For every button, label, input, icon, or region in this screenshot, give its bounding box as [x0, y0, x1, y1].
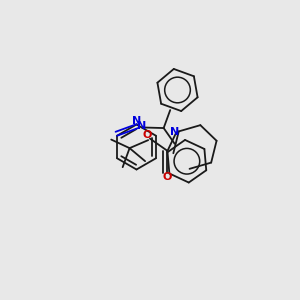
Text: N: N	[132, 116, 141, 126]
Text: N: N	[137, 121, 146, 131]
Text: O: O	[163, 172, 172, 182]
Text: O: O	[142, 130, 152, 140]
Text: N: N	[170, 127, 179, 137]
